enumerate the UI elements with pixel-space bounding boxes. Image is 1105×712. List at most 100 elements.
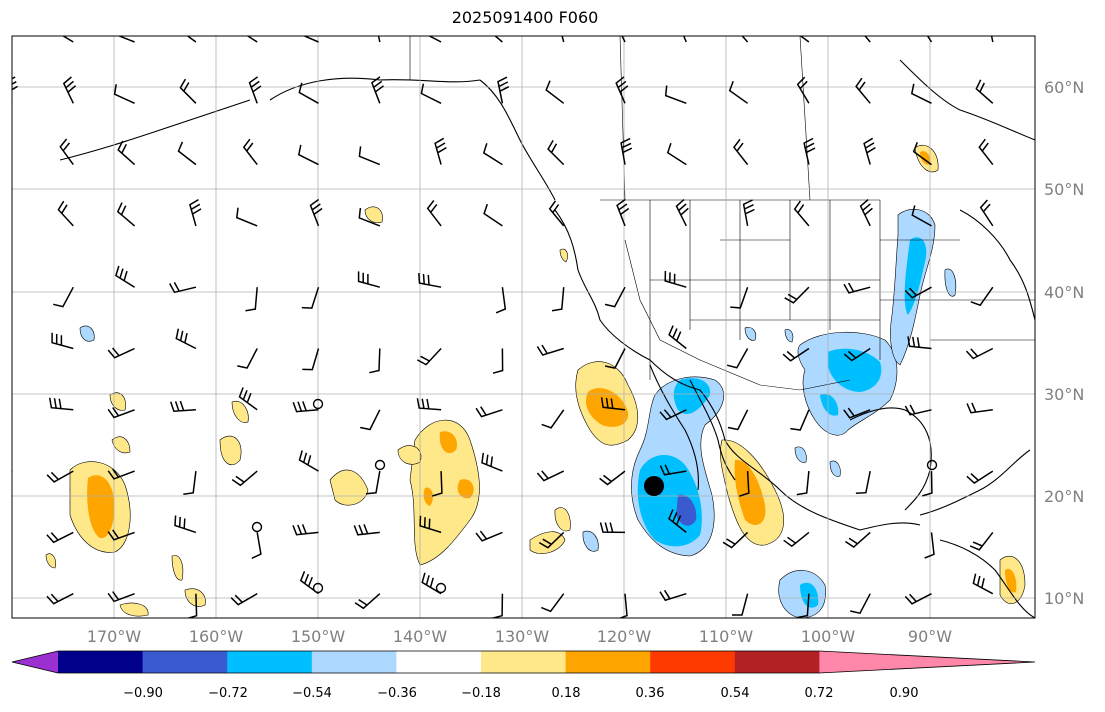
wind-barb xyxy=(733,138,749,166)
wind-barb xyxy=(238,387,258,411)
colorbar-tick-label: 0.90 xyxy=(890,686,919,701)
wind-barb xyxy=(907,336,932,350)
wind-barb xyxy=(548,200,565,227)
wind-barb xyxy=(492,348,504,374)
wind-barb xyxy=(799,36,810,43)
wind-barb xyxy=(541,409,565,429)
wind-barb xyxy=(784,286,810,304)
wind-barb xyxy=(186,36,197,43)
wind-barb xyxy=(732,593,749,616)
lon-label: 140°W xyxy=(393,627,448,646)
wind-barb xyxy=(421,572,442,595)
colorbar-tick-label: −0.72 xyxy=(208,686,248,701)
wind-barb xyxy=(904,404,932,416)
wind-barb xyxy=(483,203,503,227)
colorbar-segment xyxy=(311,651,397,673)
wind-barb xyxy=(416,347,442,366)
colorbar-segment xyxy=(396,651,482,673)
wind-barb xyxy=(48,397,74,411)
wind-barb xyxy=(972,573,994,595)
wind-barb xyxy=(357,271,380,288)
wind-barb xyxy=(659,589,687,602)
colorbar-tick-label: 0.18 xyxy=(552,686,581,701)
wind-barb xyxy=(495,287,507,314)
wind-barb xyxy=(790,409,810,431)
lat-label: 50°N xyxy=(1044,180,1084,199)
wind-barb xyxy=(615,76,629,104)
wind-barb xyxy=(12,593,13,595)
wind-barb xyxy=(183,471,197,496)
wind-barb xyxy=(979,199,994,227)
wind-barb xyxy=(599,470,626,486)
lat-label: 20°N xyxy=(1044,487,1084,506)
wind-barb xyxy=(978,138,994,166)
latitude-labels: 60°N 50°N 40°N 30°N 20°N 10°N xyxy=(1044,78,1084,608)
wind-barb xyxy=(970,286,994,307)
wind-barb xyxy=(231,470,258,487)
colorbar-tick-label: 0.54 xyxy=(721,686,750,701)
wind-barb xyxy=(432,471,443,497)
wind-barb xyxy=(600,397,626,411)
lon-label: 130°W xyxy=(495,627,550,646)
wind-barb xyxy=(301,286,320,309)
colorbar-tick-labels: −0.90 −0.72 −0.54 −0.36 −0.18 0.18 0.36 … xyxy=(123,686,918,701)
wind-barb xyxy=(965,347,994,360)
colorbar-segment xyxy=(481,651,567,673)
wind-barb xyxy=(246,36,258,43)
colorbar-tick-label: −0.18 xyxy=(461,686,501,701)
wind-barb xyxy=(12,532,13,534)
wind-barb xyxy=(12,287,13,289)
wind-barb xyxy=(116,202,136,227)
wind-barb xyxy=(365,470,381,495)
wind-barb xyxy=(604,286,626,308)
colorbar-segment xyxy=(565,651,651,673)
wind-barb xyxy=(354,593,381,610)
wind-barb xyxy=(12,224,13,226)
wind-barb xyxy=(966,470,994,484)
colorbar-segment xyxy=(58,651,144,673)
wind-barb xyxy=(353,524,380,536)
wind-barb xyxy=(298,82,319,104)
wind-barb xyxy=(242,138,258,166)
wind-barb xyxy=(62,76,77,104)
wind-barb xyxy=(61,36,74,43)
wind-barb xyxy=(855,77,871,104)
wind-barb xyxy=(863,137,876,165)
wind-barb xyxy=(547,140,565,166)
wind-barb xyxy=(796,471,810,496)
wind-barb xyxy=(803,137,816,165)
lat-label: 30°N xyxy=(1044,385,1084,404)
wind-barb xyxy=(46,470,74,483)
wind-barb xyxy=(855,470,871,495)
wind-barb xyxy=(843,407,871,419)
wind-barb xyxy=(859,199,873,227)
wind-barb xyxy=(117,36,135,43)
wind-barb xyxy=(309,198,323,227)
wind-barb xyxy=(666,142,687,166)
coastlines xyxy=(59,59,1035,618)
wind-barb xyxy=(664,85,687,105)
wind-barb xyxy=(419,515,442,534)
wind-barb xyxy=(924,532,935,559)
lon-label: 160°W xyxy=(189,627,244,646)
wind-barb xyxy=(783,531,810,548)
colorbar-tick-label: −0.36 xyxy=(377,686,417,701)
wind-barb xyxy=(730,286,749,309)
wind-barb xyxy=(57,200,74,227)
wind-barb xyxy=(175,328,197,350)
wind-barb xyxy=(292,524,319,536)
wind-barb xyxy=(599,522,626,534)
wind-barb xyxy=(299,571,319,595)
wind-barb xyxy=(12,163,13,165)
wind-barb xyxy=(782,347,810,362)
colorbar-extend-low xyxy=(12,651,58,673)
wind-barb xyxy=(53,286,74,308)
wind-barb xyxy=(739,471,750,497)
lat-label: 10°N xyxy=(1044,589,1084,608)
graticule xyxy=(12,36,1035,618)
wind-barb xyxy=(12,41,13,42)
wind-barb xyxy=(248,76,262,104)
wind-barb xyxy=(551,287,565,312)
colorbar-tick-label: 0.72 xyxy=(805,686,834,701)
colorbar-tick-label: 0.36 xyxy=(636,686,665,701)
